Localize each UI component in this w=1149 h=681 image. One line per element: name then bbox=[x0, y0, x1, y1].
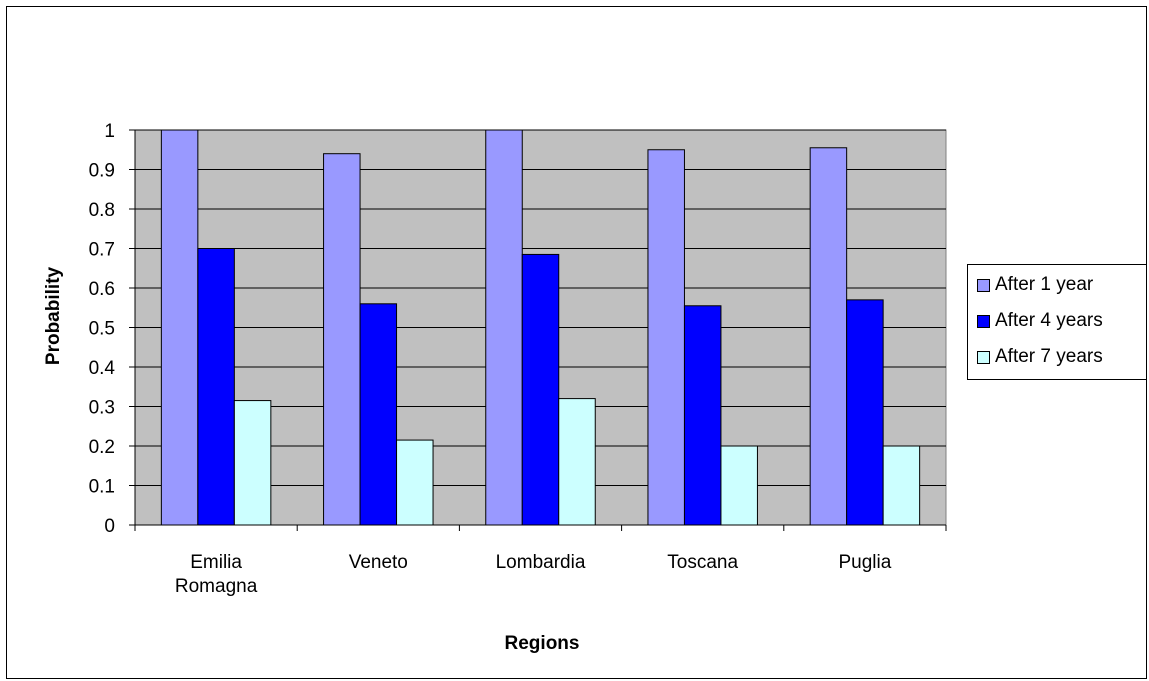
bar-series-3 bbox=[233, 400, 272, 526]
bar-series-1 bbox=[160, 129, 199, 526]
legend: After 1 year After 4 years After 7 years bbox=[967, 264, 1147, 380]
y-axis-title: Probability bbox=[43, 266, 64, 366]
x-tick-label: Veneto bbox=[349, 552, 408, 573]
y-tick-label: 0.4 bbox=[89, 358, 116, 379]
legend-item-series-3: After 7 years bbox=[977, 345, 1103, 369]
bar-series-3 bbox=[720, 445, 758, 526]
bar-series-2 bbox=[521, 253, 560, 526]
legend-swatch-series-1 bbox=[977, 278, 990, 292]
bar-series-2 bbox=[359, 303, 398, 526]
x-tick-label: Emilia Romagna bbox=[175, 552, 258, 597]
legend-label-series-1: After 1 year bbox=[995, 274, 1094, 295]
legend-label-series-3: After 7 years bbox=[995, 346, 1103, 367]
x-tick-label: Puglia bbox=[838, 552, 891, 573]
y-tick-label: 0.3 bbox=[89, 398, 115, 419]
bar-series-1 bbox=[809, 147, 848, 526]
x-tick-label: Lombardia bbox=[496, 552, 586, 573]
y-tick-label: 0.1 bbox=[89, 477, 115, 498]
bar-series-2 bbox=[846, 299, 884, 526]
legend-label-series-2: After 4 years bbox=[995, 310, 1103, 331]
bar-series-3 bbox=[558, 398, 596, 526]
bar-series-2 bbox=[683, 305, 722, 526]
bar-series-2 bbox=[197, 248, 235, 526]
y-tick-label: 0.8 bbox=[89, 200, 115, 221]
bar-series-1 bbox=[485, 129, 523, 526]
y-tick-label: 0.2 bbox=[89, 437, 115, 458]
legend-swatch-series-3 bbox=[977, 350, 990, 364]
bar-series-1 bbox=[647, 149, 685, 526]
bar-series-3 bbox=[882, 445, 921, 526]
x-tick-label: Toscana bbox=[667, 552, 738, 573]
y-tick-label: 0.9 bbox=[89, 161, 115, 182]
bar-series-1 bbox=[323, 153, 361, 526]
x-axis-title: Regions bbox=[504, 633, 580, 654]
y-tick-label: 1 bbox=[104, 121, 115, 142]
legend-item-series-1: After 1 year bbox=[977, 273, 1093, 297]
y-tick-label: 0.6 bbox=[89, 279, 115, 300]
y-tick-label: 0.5 bbox=[89, 319, 115, 340]
y-tick-label: 0 bbox=[104, 516, 115, 537]
legend-item-series-2: After 4 years bbox=[977, 309, 1103, 333]
legend-swatch-series-2 bbox=[977, 314, 990, 328]
bar-series-3 bbox=[396, 439, 434, 526]
y-tick-label: 0.7 bbox=[89, 240, 115, 261]
